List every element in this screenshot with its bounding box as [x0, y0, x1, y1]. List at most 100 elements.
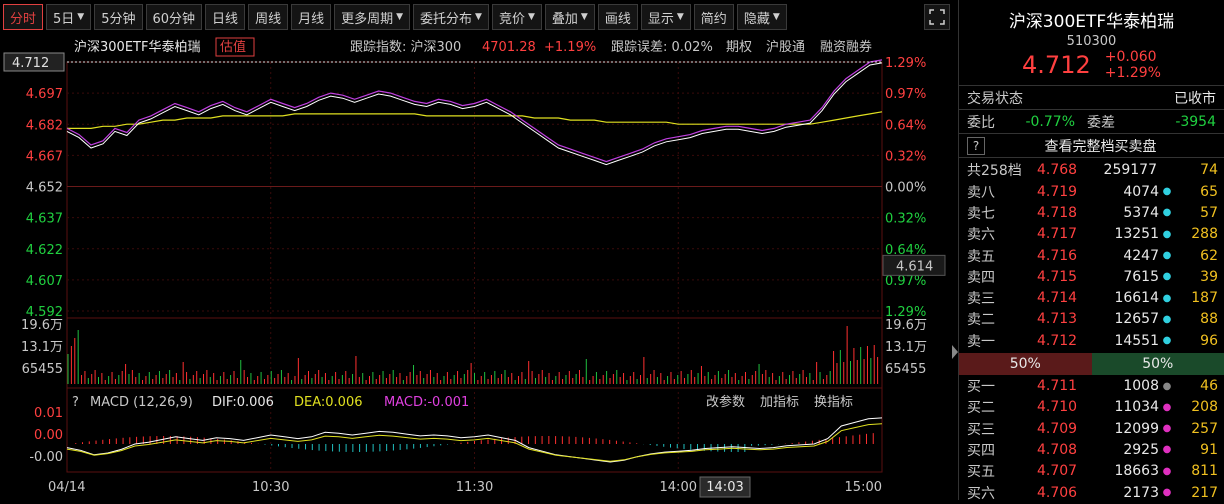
period-tab-label: 简约: [701, 8, 727, 27]
ask-level-label: 卖三: [967, 288, 1037, 308]
total-levels-label: 共258档: [967, 160, 1037, 180]
ask-level-label: 卖五: [967, 246, 1037, 266]
period-tab-label: 周线: [255, 8, 281, 27]
period-tab-3[interactable]: 60分钟: [146, 4, 203, 30]
pct-tick-7: 0.97%: [885, 274, 926, 289]
macd-link-2[interactable]: 换指标: [814, 395, 853, 410]
period-tab-1[interactable]: 5日▼: [46, 4, 91, 30]
volume-tick-1: 13.1万: [21, 340, 63, 355]
period-tab-4[interactable]: 日线: [205, 4, 245, 30]
avg-price-line: [67, 112, 882, 129]
bid-level-label: 买二: [967, 397, 1037, 417]
bid-count: 811: [1175, 463, 1218, 479]
period-tab-label: 日线: [212, 8, 238, 27]
period-tab-10[interactable]: 叠加▼: [545, 4, 595, 30]
period-tab-0[interactable]: 分时: [3, 4, 43, 30]
pct-tick-3: 0.32%: [885, 149, 926, 164]
x-tick-0: 04/14: [48, 480, 85, 495]
quote-panel: 沪深300ETF华泰柏瑞 510300 4.712 +0.060 +1.29% …: [958, 0, 1224, 500]
period-tab-2[interactable]: 5分钟: [94, 4, 142, 30]
full-book-button[interactable]: ? 查看完整档买卖盘: [959, 133, 1224, 157]
bid-price: 4.707: [1037, 463, 1087, 479]
total-volume: 259177: [1087, 162, 1157, 178]
header-link-2[interactable]: 融资融券: [820, 39, 872, 55]
dot-icon: ●: [1159, 402, 1175, 413]
period-tab-13[interactable]: 简约: [694, 4, 734, 30]
bid-price: 4.706: [1037, 485, 1087, 501]
bid-volume: 2925: [1087, 442, 1159, 458]
bid-volume: 11034: [1087, 399, 1159, 415]
ask-count: 96: [1175, 333, 1218, 349]
dot-icon: ●: [1159, 335, 1175, 346]
bid-count: 208: [1175, 399, 1218, 415]
pct-tick-4: 0.00%: [885, 181, 926, 196]
period-tab-14[interactable]: 隐藏▼: [737, 4, 787, 30]
fullscreen-icon[interactable]: [924, 4, 950, 30]
dot-icon: ●: [1159, 314, 1175, 325]
macd-tick-0: 0.01: [34, 406, 63, 421]
period-tab-6[interactable]: 月线: [291, 4, 331, 30]
ask-level-label: 卖七: [967, 203, 1037, 223]
ask-count: 88: [1175, 311, 1218, 327]
bid-volume: 18663: [1087, 463, 1159, 479]
ask-price: 4.717: [1037, 226, 1087, 242]
header-link-1[interactable]: 沪股通: [766, 39, 805, 55]
volume-tick-right-1: 13.1万: [885, 340, 927, 355]
last-price: 4.712: [1022, 51, 1091, 79]
dif-label: DIF:0.006: [212, 395, 274, 410]
dot-icon: ●: [1159, 229, 1175, 240]
dot-icon: ●: [1159, 186, 1175, 197]
price-change-pct: +1.29%: [1105, 65, 1161, 81]
period-tab-11[interactable]: 画线: [598, 4, 638, 30]
price-tick-1: 4.697: [26, 87, 63, 102]
track-error: 跟踪误差: 0.02%: [611, 40, 713, 55]
period-tab-label: 隐藏: [744, 8, 770, 27]
period-tab-5[interactable]: 周线: [248, 4, 288, 30]
valuation-tag: 估值: [220, 39, 246, 55]
index-line: [67, 60, 882, 162]
macd-link-0[interactable]: 改参数: [706, 394, 745, 410]
full-book-label: 查看完整档买卖盘: [985, 136, 1216, 156]
period-tab-7[interactable]: 更多周期▼: [334, 4, 410, 30]
buy-ratio: 50%: [1092, 353, 1224, 375]
dot-icon: ●: [1159, 381, 1175, 392]
header-link-0[interactable]: 期权: [726, 39, 752, 55]
caret-down-icon: ▼: [528, 12, 535, 22]
bid-count: 91: [1175, 442, 1218, 458]
macd-link-1[interactable]: 加指标: [760, 395, 799, 410]
help-icon[interactable]: ?: [967, 137, 985, 155]
ask-price: 4.719: [1037, 184, 1087, 200]
chart-security-name: 沪深300ETF华泰柏瑞: [74, 39, 200, 55]
total-count: 74: [1157, 162, 1218, 178]
ask-count: 62: [1175, 248, 1218, 264]
ask-volume: 12657: [1087, 311, 1159, 327]
ask-volume: 4247: [1087, 248, 1159, 264]
ask-price: 4.715: [1037, 269, 1087, 285]
buy-sell-ratio: 50% 50%: [959, 353, 1224, 375]
cursor-price: 4.712: [12, 56, 49, 71]
ask-volume: 5374: [1087, 205, 1159, 221]
pct-tick-0: 1.29%: [885, 56, 926, 71]
period-tab-9[interactable]: 竞价▼: [492, 4, 542, 30]
period-tab-12[interactable]: 显示▼: [641, 4, 691, 30]
bid-level-label: 买四: [967, 440, 1037, 460]
period-tab-8[interactable]: 委托分布▼: [413, 4, 489, 30]
track-index-value: 4701.28: [482, 40, 536, 55]
period-tab-label: 更多周期: [341, 8, 393, 27]
